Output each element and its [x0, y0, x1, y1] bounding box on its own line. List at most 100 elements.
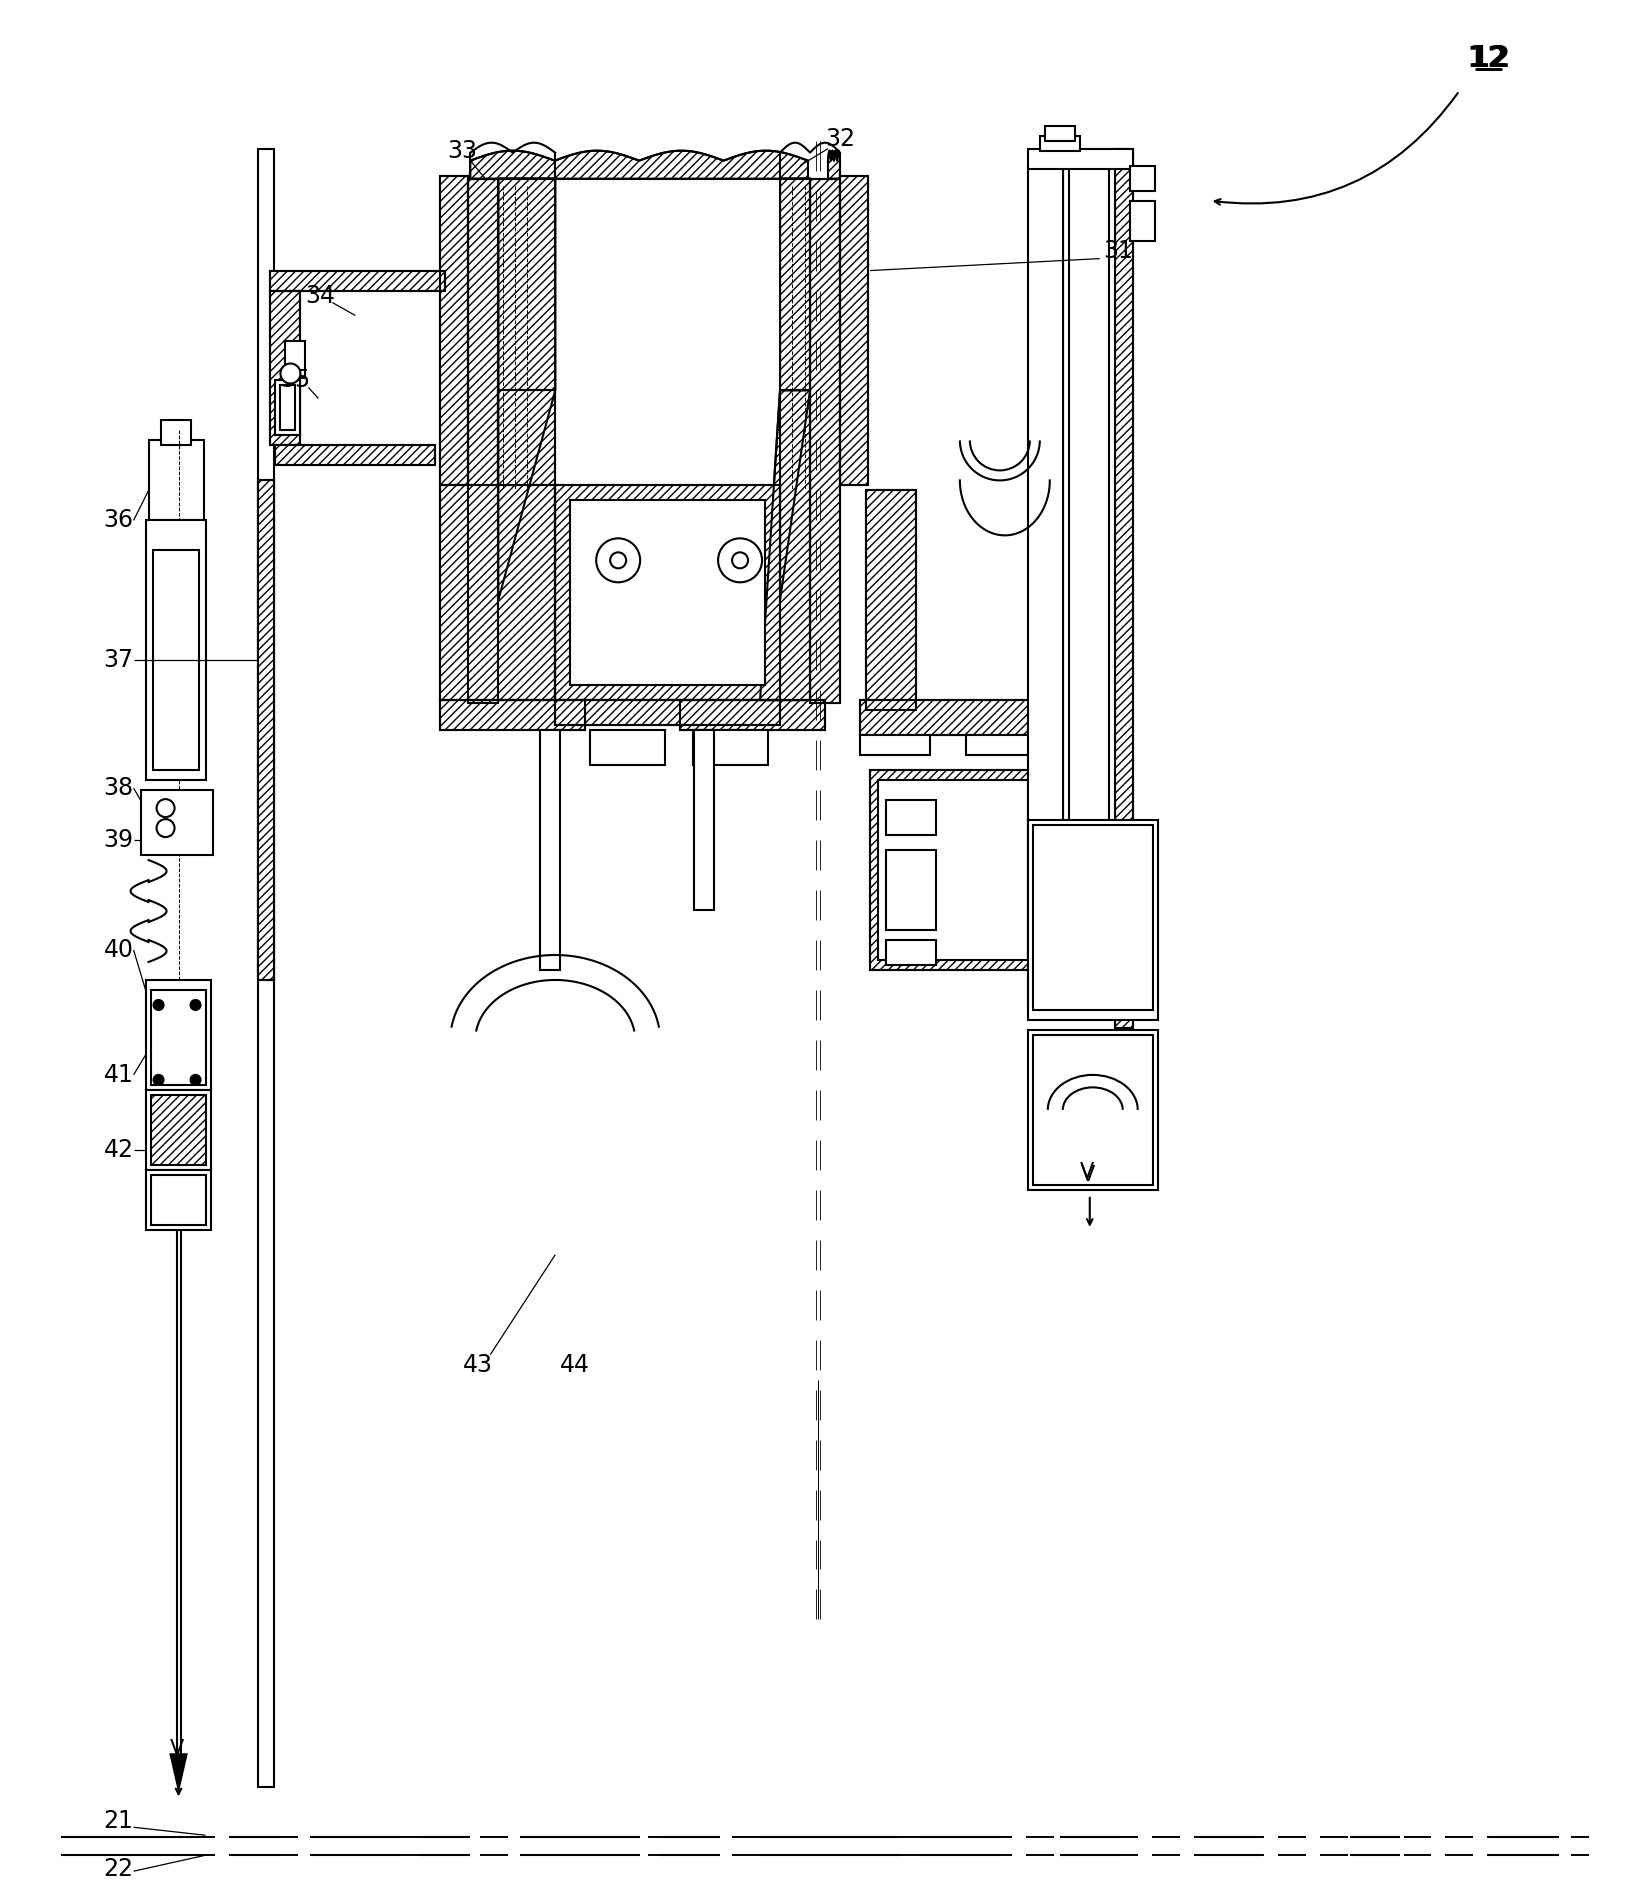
Bar [1068, 165, 1109, 1010]
Bar [966, 736, 1040, 755]
Bar [275, 445, 436, 466]
Text: 35: 35 [280, 369, 311, 392]
Bar [693, 730, 768, 765]
Bar [280, 386, 295, 430]
Bar [1034, 825, 1153, 1010]
Bar [1027, 1031, 1158, 1191]
Polygon shape [470, 150, 808, 179]
Bar [270, 291, 300, 445]
Text: 40: 40 [103, 938, 134, 962]
Bar [555, 485, 780, 700]
Bar [152, 555, 198, 765]
Bar [1130, 165, 1155, 190]
Circle shape [157, 820, 175, 837]
Circle shape [732, 552, 749, 569]
Bar [270, 270, 446, 291]
Polygon shape [760, 390, 811, 700]
Bar [1045, 126, 1075, 141]
Bar [555, 700, 780, 725]
Bar [555, 485, 780, 700]
Bar [870, 770, 1035, 970]
Bar [141, 789, 213, 856]
Text: V: V [1079, 1162, 1094, 1181]
Text: 31: 31 [1102, 238, 1133, 262]
Bar [878, 780, 1027, 961]
Text: 39: 39 [103, 827, 134, 852]
Circle shape [611, 552, 626, 569]
Text: 43: 43 [464, 1352, 493, 1377]
Bar [695, 730, 714, 909]
Bar [860, 736, 930, 755]
Text: V: V [169, 1738, 183, 1759]
Bar [151, 1175, 205, 1225]
Circle shape [157, 799, 175, 818]
Text: 32: 32 [826, 127, 855, 150]
Bar [151, 989, 205, 1084]
Bar [146, 1170, 211, 1231]
Bar [555, 700, 780, 725]
Bar [811, 179, 840, 704]
Bar [149, 441, 203, 521]
Circle shape [280, 363, 300, 384]
Polygon shape [827, 150, 840, 179]
Bar [270, 291, 300, 445]
Bar [867, 491, 916, 709]
Bar [840, 175, 868, 485]
Bar [285, 340, 305, 378]
Bar [270, 270, 446, 291]
Bar [1027, 820, 1158, 1019]
Bar [151, 1096, 205, 1164]
Bar [886, 850, 935, 930]
Bar [1034, 1035, 1153, 1185]
Circle shape [154, 1075, 164, 1084]
Text: 41: 41 [103, 1063, 134, 1086]
Bar [1063, 156, 1115, 1016]
Circle shape [190, 1075, 200, 1084]
Circle shape [154, 1000, 164, 1010]
Bar [275, 380, 300, 436]
Bar [1115, 148, 1133, 1027]
Text: 12: 12 [1466, 44, 1509, 74]
Text: 33: 33 [447, 139, 477, 164]
Text: 12: 12 [1468, 44, 1510, 74]
Bar [146, 1090, 211, 1170]
Text: 21: 21 [103, 1809, 134, 1834]
Text: 37: 37 [103, 649, 134, 671]
Bar [441, 175, 468, 485]
Bar [680, 700, 826, 730]
Bar [275, 445, 436, 466]
Text: 42: 42 [103, 1137, 134, 1162]
Bar [468, 179, 498, 704]
Bar [590, 730, 665, 765]
Bar [441, 700, 585, 730]
Bar [441, 485, 555, 700]
Polygon shape [170, 1754, 187, 1790]
Bar [541, 730, 560, 970]
Bar [860, 700, 1040, 736]
Bar [811, 179, 840, 704]
Text: 44: 44 [560, 1352, 590, 1377]
Bar [1115, 148, 1133, 1027]
Bar [867, 491, 916, 709]
Bar [886, 801, 935, 835]
Polygon shape [780, 179, 811, 601]
Bar [886, 940, 935, 964]
Circle shape [717, 538, 762, 582]
Bar [840, 175, 868, 485]
Bar [259, 481, 275, 980]
Polygon shape [498, 390, 555, 700]
Bar [161, 420, 190, 445]
Bar [1068, 165, 1109, 1010]
Bar [1027, 165, 1063, 1010]
Text: 34: 34 [305, 283, 336, 308]
Circle shape [596, 538, 640, 582]
Text: 38: 38 [103, 776, 134, 801]
Text: V: V [1081, 1164, 1094, 1185]
Bar [1034, 825, 1153, 1010]
Bar [468, 179, 498, 704]
Bar [1040, 135, 1079, 150]
Polygon shape [498, 179, 555, 601]
Bar [860, 700, 1040, 736]
Bar [441, 175, 468, 485]
Bar [441, 700, 585, 730]
